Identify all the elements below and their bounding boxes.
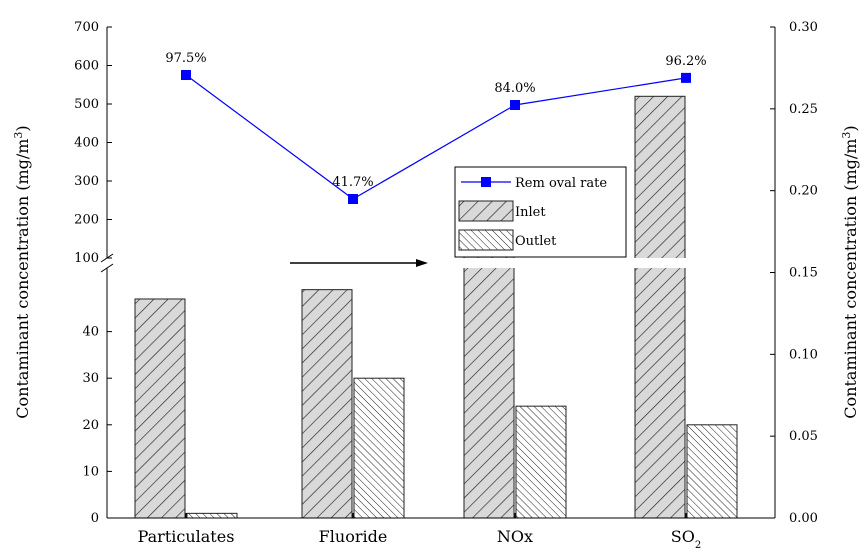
left-tick-label: 300 <box>74 174 99 189</box>
right-tick-label: 0.25 <box>789 102 818 117</box>
inlet-bar <box>634 95 686 519</box>
category-label: Particulates <box>138 527 235 546</box>
right-tick-label: 0.00 <box>789 511 818 526</box>
left-tick-label: 10 <box>82 464 99 479</box>
removal-rate-layer <box>181 70 691 204</box>
left-tick-label: 0 <box>91 511 99 526</box>
right-axis-label: Contaminant concentration (mg/m3) <box>840 125 860 418</box>
inlet-bar <box>134 298 186 519</box>
category-label: NOx <box>497 527 533 546</box>
left-tick-label: 200 <box>74 213 99 228</box>
outlet-bar <box>515 405 567 519</box>
left-tick-label: 500 <box>74 97 99 112</box>
legend: Rem oval rate Inlet Outlet <box>454 166 627 258</box>
removal-rate-label: 41.7% <box>332 175 373 190</box>
left-tick-label: 40 <box>82 325 99 340</box>
legend-label: Outlet <box>515 234 557 249</box>
legend-swatch <box>458 229 514 251</box>
removal-rate-label: 84.0% <box>494 81 535 96</box>
removal-rate-line <box>185 74 687 200</box>
left-tick-label: 700 <box>74 20 99 35</box>
left-axis-label: Contaminant concentration (mg/m3) <box>12 125 32 418</box>
category-label: Fluoride <box>319 527 388 546</box>
outlet-bar <box>353 377 405 519</box>
right-tick-label: 0.05 <box>789 429 818 444</box>
category-label: SO2 <box>671 527 701 551</box>
right-tick-label: 0.15 <box>789 266 818 281</box>
left-tick-label: 400 <box>74 136 99 151</box>
inlet-bar <box>301 289 353 519</box>
outlet-bar <box>186 512 238 519</box>
legend-swatch-marker <box>481 177 491 187</box>
left-tick-label: 600 <box>74 59 99 74</box>
left-tick-label: 30 <box>82 371 99 386</box>
left-tick-label: 20 <box>82 418 99 433</box>
legend-swatch <box>458 200 514 222</box>
right-tick-label: 0.30 <box>789 20 818 35</box>
removal-rate-point <box>348 194 358 204</box>
legend-label: Rem oval rate <box>515 176 607 191</box>
right-tick-label: 0.20 <box>789 184 818 199</box>
outlet-bar <box>686 424 738 519</box>
arrow-head <box>416 259 428 267</box>
removal-rate-point <box>181 70 191 80</box>
inlet-bar <box>463 238 515 519</box>
axes-layer: 100 200 300 400 500 600 700 0 10 20 30 40 0.00 0.05 0.… <box>12 20 860 551</box>
axis-break-gap <box>108 258 774 268</box>
break-mark <box>100 263 114 273</box>
removal-rate-point <box>681 72 691 83</box>
legend-label: Inlet <box>515 205 546 220</box>
removal-rate-label: 97.5% <box>165 51 206 66</box>
labels-layer: 97.5% 41.7% 84.0% 96.2% <box>165 51 707 267</box>
right-tick-label: 0.10 <box>789 347 818 362</box>
bars-layer <box>108 95 774 519</box>
removal-rate-point <box>510 100 520 110</box>
left-tick-label: 100 <box>74 251 99 266</box>
removal-rate-label: 96.2% <box>665 54 706 69</box>
